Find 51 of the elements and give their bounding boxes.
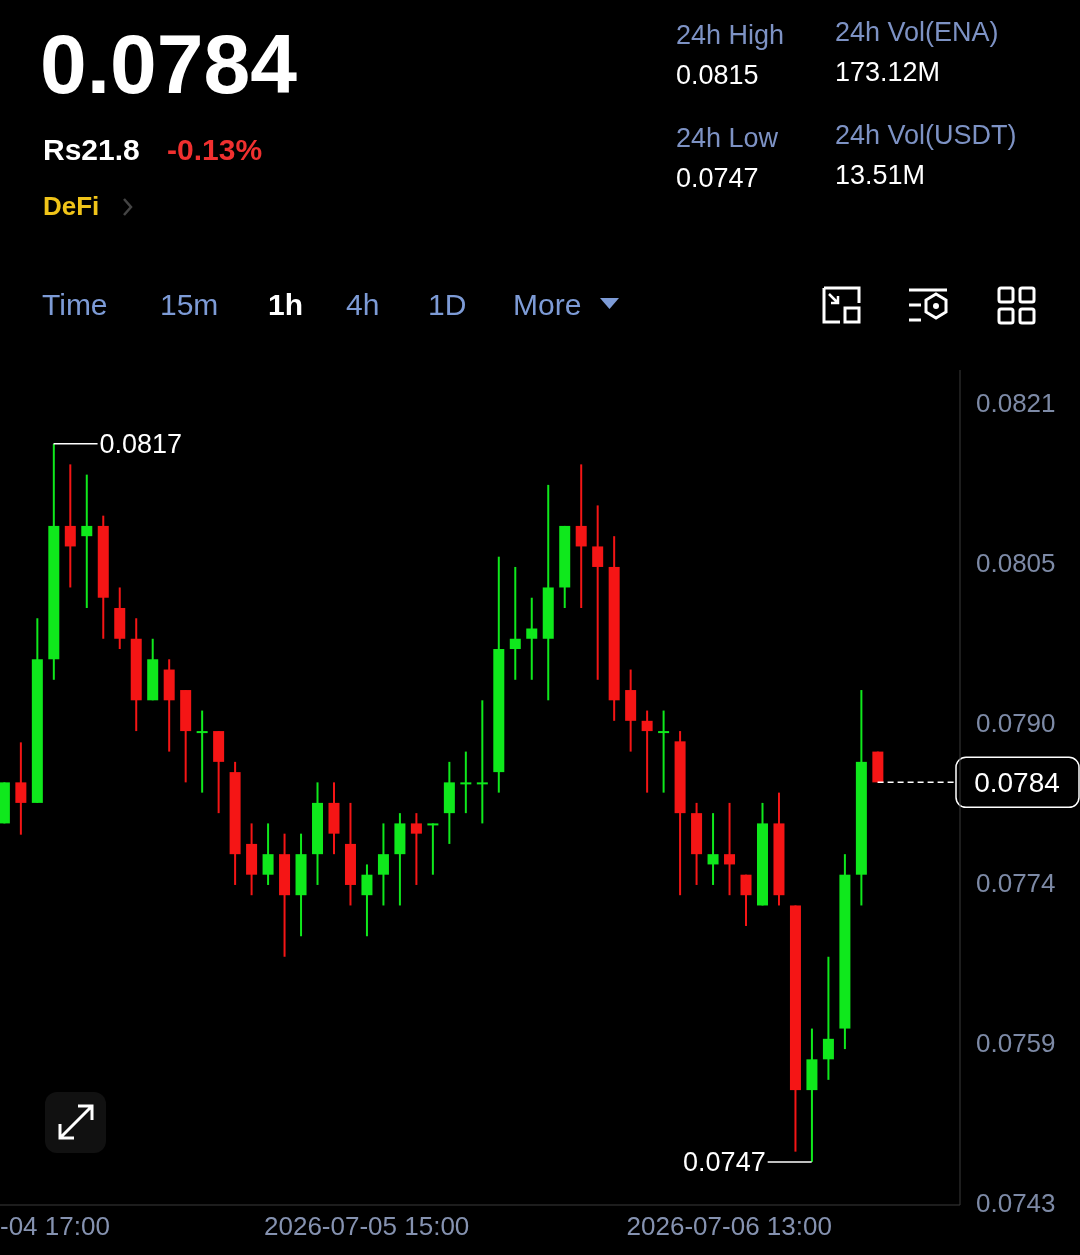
candlestick (575, 463, 587, 609)
candlestick (410, 812, 422, 886)
candlestick (476, 699, 488, 825)
text: 0.0747 (676, 161, 759, 195)
candlestick (592, 504, 604, 681)
candlestick (724, 801, 736, 897)
candlestick (262, 822, 274, 886)
text: Time (42, 287, 108, 323)
text: 0.0815 (676, 58, 759, 92)
candlestick (526, 596, 538, 681)
candlestick (509, 565, 521, 681)
ref-line-label: 0.0784 (974, 767, 1060, 799)
candlestick (81, 473, 93, 609)
y-tick-label: 0.0774 (976, 867, 1056, 898)
candlestick (460, 750, 472, 815)
text: 24h Vol(ENA) (835, 15, 999, 49)
text: 1D (428, 287, 467, 323)
candlestick (658, 709, 670, 794)
text: 173.12M (835, 55, 941, 89)
candlestick (361, 863, 373, 938)
candlestick (64, 463, 76, 589)
text: More (513, 287, 582, 323)
text: Rs21.8 (43, 132, 140, 168)
x-tick-label: 2026-07-05 15:00 (264, 1211, 470, 1241)
text: 13.51M (835, 158, 926, 192)
candlestick (15, 741, 27, 836)
text: 4h (346, 287, 380, 323)
candlestick (377, 822, 389, 907)
y-tick-label: 0.0821 (976, 387, 1056, 418)
candlestick (196, 709, 208, 794)
annotation: 0.0747 (683, 1146, 766, 1177)
annotation: 0.0817 (99, 428, 183, 459)
chart-title: 0.0784 (40, 17, 297, 111)
candlestick (641, 709, 653, 794)
candlestick (740, 873, 752, 927)
text: 15m (160, 287, 219, 323)
y-tick-label: 0.0805 (976, 547, 1056, 578)
text: 24h Low (676, 121, 779, 155)
y-tick-label: 0.0790 (976, 707, 1056, 738)
x-tick-label: 2026-07-06 13:00 (626, 1211, 832, 1241)
y-tick-label: 0.0759 (976, 1027, 1056, 1058)
candlestick (427, 822, 439, 876)
text: 24h High (676, 18, 785, 52)
candlestick (707, 812, 719, 886)
candlestick (822, 955, 834, 1081)
x-tick-label: -04 17:00 (0, 1211, 110, 1241)
text: -0.13% (167, 132, 263, 168)
text: 1h (268, 287, 304, 323)
text: 24h Vol(USDT) (835, 118, 1017, 152)
y-tick-label: 0.0743 (976, 1187, 1056, 1218)
text: DeFi (43, 191, 100, 223)
